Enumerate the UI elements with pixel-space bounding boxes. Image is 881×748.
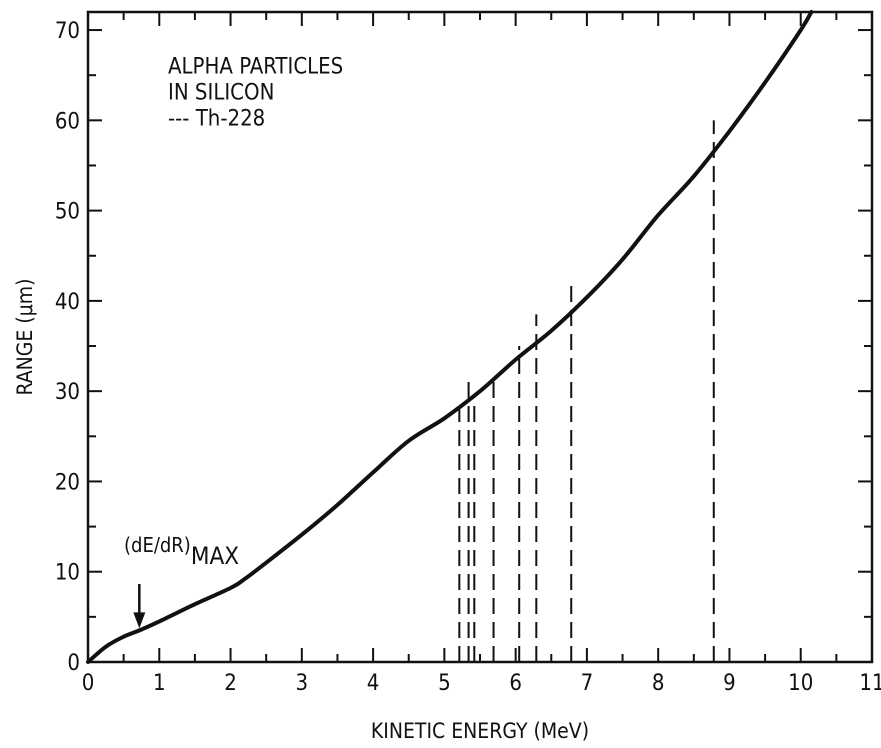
annotation-subscript: MAX xyxy=(191,542,239,570)
annotation-base: (dE/dR) xyxy=(124,533,191,557)
x-tick-label: 9 xyxy=(723,671,736,696)
y-tick-label: 60 xyxy=(55,109,80,134)
dedr-max-annotation: (dE/dR)MAX xyxy=(124,533,239,629)
y-tick-label: 40 xyxy=(55,290,80,315)
x-tick-label: 2 xyxy=(224,671,237,696)
y-tick-label: 0 xyxy=(67,651,80,676)
arrow-down-icon xyxy=(133,612,146,629)
legend-line-th228: --- Th-228 xyxy=(168,106,265,131)
range-curve xyxy=(86,10,814,664)
x-tick-label: 3 xyxy=(296,671,309,696)
x-tick-label: 8 xyxy=(652,671,665,696)
y-tick-label: 10 xyxy=(55,561,80,586)
legend: ALPHA PARTICLES IN SILICON --- Th-228 xyxy=(168,54,343,131)
legend-line-silicon: IN SILICON xyxy=(168,80,274,105)
x-tick-label: 11 xyxy=(859,671,881,696)
x-tick-label: 4 xyxy=(367,671,380,696)
y-tick-label: 20 xyxy=(55,470,80,495)
x-axis-label: KINETIC ENERGY (MeV) xyxy=(371,719,589,743)
y-axis-ticks: 0 10 20 30 40 50 60 70 xyxy=(55,19,872,676)
x-axis-ticks: 0 1 2 3 4 5 6 7 8 9 10 11 xyxy=(82,12,881,696)
x-tick-label: 6 xyxy=(509,671,522,696)
x-tick-label: 5 xyxy=(438,671,451,696)
y-tick-label: 30 xyxy=(55,380,80,405)
x-tick-label: 10 xyxy=(788,671,813,696)
annotation-label: (dE/dR)MAX xyxy=(124,533,239,570)
legend-line-alpha: ALPHA PARTICLES xyxy=(168,54,343,79)
x-tick-label: 7 xyxy=(581,671,594,696)
x-tick-label: 0 xyxy=(82,671,95,696)
y-axis-label: RANGE (μm) xyxy=(13,278,37,395)
th228-dashed-lines xyxy=(458,120,715,662)
y-tick-label: 70 xyxy=(55,19,80,44)
y-tick-label: 50 xyxy=(55,200,80,225)
x-tick-label: 1 xyxy=(153,671,166,696)
